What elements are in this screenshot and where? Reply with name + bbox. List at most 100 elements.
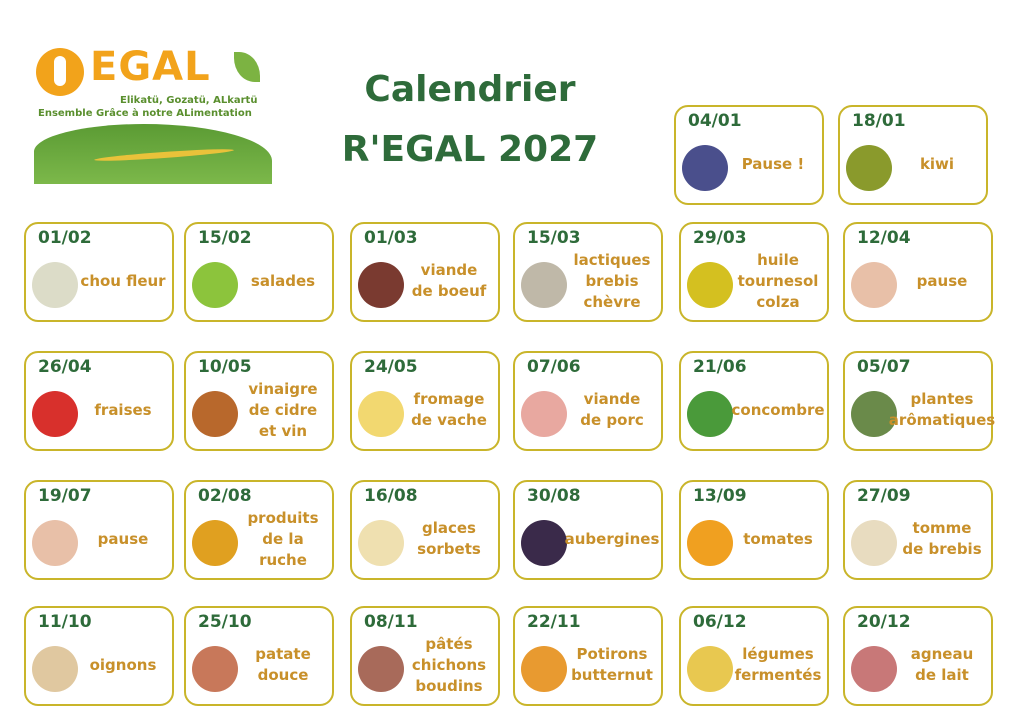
eggplant-icon [521,520,567,566]
card-date: 29/03 [693,228,747,248]
cucumber-icon [687,391,733,437]
calendar-card: 26/04 fraises [24,351,174,451]
card-date: 15/03 [527,228,581,248]
logo-brand: EGAL [90,44,211,90]
card-label: vinaigre de cidre et vin [248,379,318,440]
snowman-icon [682,145,728,191]
card-date: 04/01 [688,111,742,131]
calendar-card: 02/08 produits de la ruche [184,480,334,580]
calendar-card: 11/10 oignons [24,606,174,706]
calendar-card: 01/03 viande de boeuf [350,222,500,322]
card-date: 12/04 [857,228,911,248]
card-date: 10/05 [198,357,252,377]
calendar-card: 18/01 kiwi [838,105,988,205]
card-label: produits de la ruche [247,508,319,569]
card-label: tomme de brebis [902,519,982,558]
calendar-card: 25/10 patate douce [184,606,334,706]
lettuce-icon [192,262,238,308]
card-date: 08/11 [364,612,418,632]
card-label: concombre [731,400,825,419]
calendar-card: 20/12 agneau de lait [843,606,993,706]
card-label: kiwi [919,154,955,173]
card-label: salades [250,271,316,290]
calendar-card: 04/01 Pause ! [674,105,824,205]
card-label: viande de boeuf [411,261,487,300]
card-date: 25/10 [198,612,252,632]
onion-icon [32,646,78,692]
card-date: 02/08 [198,486,252,506]
tomato-icon [687,520,733,566]
strawberry-icon [32,391,78,437]
card-label: viande de porc [580,390,644,429]
card-date: 27/09 [857,486,911,506]
card-label: huile tournesol colza [737,250,819,311]
lamb-icon [851,646,897,692]
card-label: lactiques brebis chèvre [573,250,651,311]
card-date: 24/05 [364,357,418,377]
pause-hands-icon [851,262,897,308]
card-label: plantes arômatiques [888,390,996,429]
card-label: Pause ! [741,154,805,173]
pause-hands-icon [32,520,78,566]
calendar-card: 07/06 viande de porc [513,351,663,451]
card-date: 16/08 [364,486,418,506]
calendar-card: 16/08 glaces sorbets [350,480,500,580]
card-date: 21/06 [693,357,747,377]
jar-icon [687,646,733,692]
squash-icon [521,646,567,692]
pork-icon [521,391,567,437]
regal-logo: EGAL Elikatü, Gozatü, ALkartü Ensemble G… [32,44,274,186]
card-date: 30/08 [527,486,581,506]
card-label: légumes fermentés [734,645,822,684]
oil-bottle-icon [687,262,733,308]
card-label: pause [97,529,149,548]
leaf-icon [234,52,260,82]
calendar-card: 01/02 chou fleur [24,222,174,322]
card-date: 11/10 [38,612,92,632]
card-label: chou fleur [80,271,166,290]
hills-illustration [34,124,272,184]
card-label: fraises [94,400,152,419]
vinegar-icon [192,391,238,437]
card-date: 13/09 [693,486,747,506]
calendar-card: 24/05 fromage de vache [350,351,500,451]
calendar-card: 05/07 plantes arômatiques [843,351,996,451]
calendar-card: 27/09 tomme de brebis [843,480,993,580]
calendar-card: 30/08 aubergines [513,480,663,580]
card-label: patate douce [255,645,311,684]
card-label: Potirons butternut [571,645,653,684]
honeycomb-icon [192,520,238,566]
card-date: 19/07 [38,486,92,506]
calendar-card: 21/06 concombre [679,351,829,451]
calendar-card: 19/07 pause [24,480,174,580]
calendar-card: 12/04 pause [843,222,993,322]
card-date: 01/03 [364,228,418,248]
card-date: 20/12 [857,612,911,632]
card-date: 15/02 [198,228,252,248]
card-label: tomates [743,529,813,548]
calendar-card: 22/11 Potirons butternut [513,606,663,706]
calendar-card: 13/09 tomates [679,480,829,580]
card-date: 05/07 [857,357,911,377]
card-label: pâtés chichons boudins [411,634,487,695]
cheese-icon [358,391,404,437]
calendar-card: 29/03 huile tournesol colza [679,222,829,322]
cheese-icon [851,520,897,566]
herb-icon [851,391,897,437]
card-date: 18/01 [852,111,906,131]
card-date: 06/12 [693,612,747,632]
card-label: oignons [89,655,157,674]
card-date: 22/11 [527,612,581,632]
card-label: agneau de lait [910,645,974,684]
card-label: aubergines [564,529,660,548]
cheese-icon [521,262,567,308]
kiwi-icon [846,145,892,191]
page-title: Calendrier R'EGAL 2027 [341,69,599,170]
card-label: glaces sorbets [417,519,481,558]
card-date: 26/04 [38,357,92,377]
card-label: fromage de vache [411,390,487,429]
cauliflower-icon [32,262,78,308]
calendar-card: 15/03 lactiques brebis chèvre [513,222,663,322]
card-date: 07/06 [527,357,581,377]
logo-tagline-basque: Elikatü, Gozatü, ALkartü [120,95,258,106]
